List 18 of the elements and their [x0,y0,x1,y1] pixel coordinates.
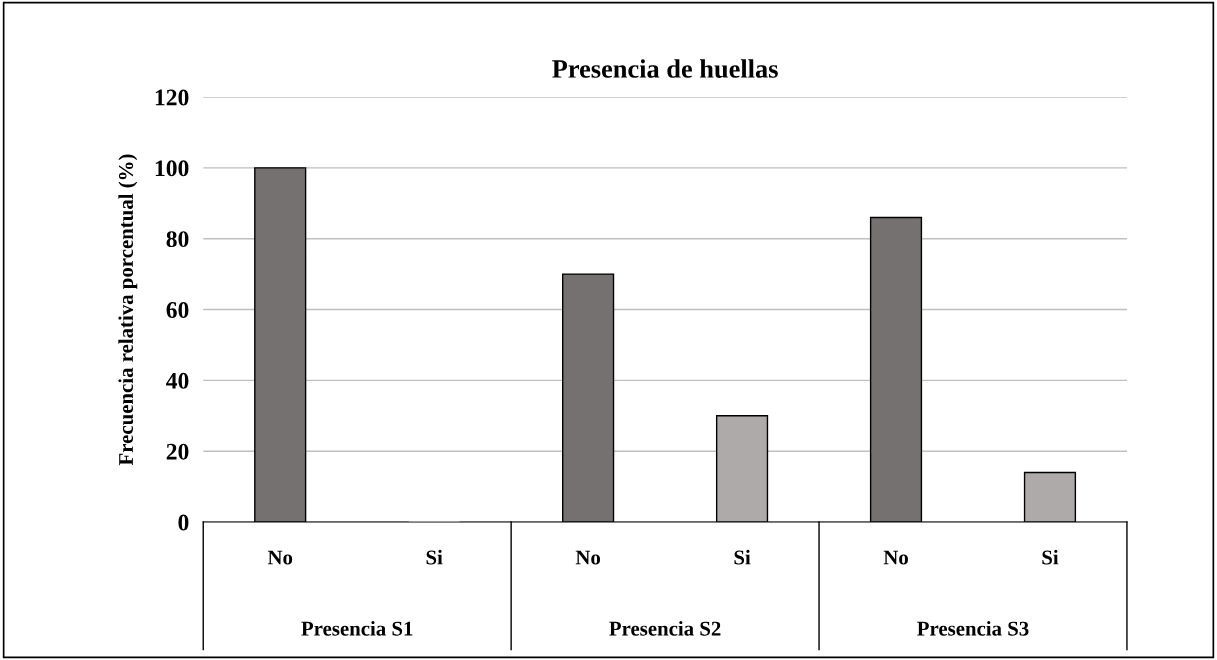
y-tick-label: 0 [178,514,189,531]
text: Presencia S1 [301,621,413,636]
x-tick-label: Si [1042,549,1059,565]
x-tick-label: Si [734,549,751,565]
y-tick-label: 100 [155,160,189,177]
y-axis-title: Frecuencia relativa porcentual (%) [118,154,138,466]
text: Presencia S2 [609,621,721,636]
x-tick-label: No [883,550,908,565]
x-tick-label: No [267,550,293,565]
y-tick-label: 80 [166,231,189,248]
x-tick-label: No [575,550,601,565]
y-tick-label: 20 [166,443,189,460]
y-tick-label: 60 [166,302,189,318]
y-tick-label: 120 [155,89,189,106]
text: Presencia S3 [917,621,1029,636]
chart-title: Presencia de huellas [552,59,778,78]
y-tick-label: 40 [166,372,189,389]
x-tick-label: Si [426,549,443,565]
